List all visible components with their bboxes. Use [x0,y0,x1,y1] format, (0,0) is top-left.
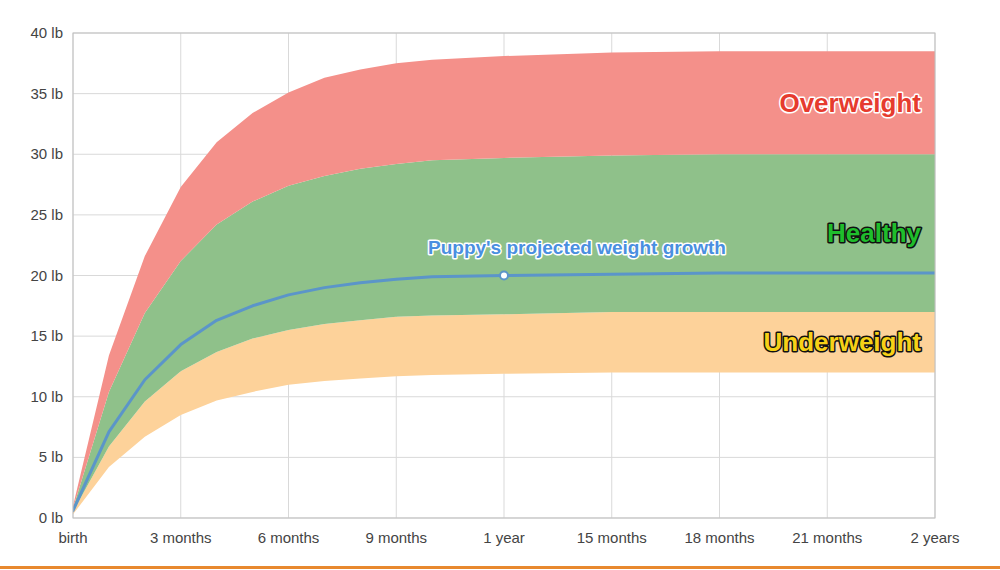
y-tick-labels: 0 lb 5 lb 10 lb 15 lb 20 lb 25 lb 30 lb 35 lb 40… [30,24,63,526]
band-label: Overweight [779,88,921,118]
y-tick-label: 15 lb [30,327,63,344]
y-tick-label: 30 lb [30,145,63,162]
projected-line [73,273,935,511]
band-label: Underweight [764,327,922,357]
x-tick-label: 9 months [365,529,427,546]
y-tick-label: 10 lb [30,388,63,405]
y-tick-label: 0 lb [39,509,63,526]
chart: 0 lb 5 lb 10 lb 15 lb 20 lb 25 lb 30 lb 35 lb 40… [0,0,1000,570]
x-tick-label: 21 months [792,529,862,546]
band-area [73,51,935,508]
y-tick-label: 20 lb [30,267,63,284]
x-tick-label: 2 years [910,529,959,546]
plot-background [73,33,935,518]
y-tick-label: 40 lb [30,24,63,41]
point [500,272,508,280]
grid [73,33,935,518]
band-labels: Underweight Healthy Overweight [764,88,922,357]
marks [73,51,935,514]
x-tick-label: 15 months [577,529,647,546]
y-tick-label: 35 lb [30,85,63,102]
y-tick-label: 5 lb [39,448,63,465]
x-tick-label: 3 months [150,529,212,546]
line-label: Puppy's projected weight growth [428,237,726,258]
y-tick-label: 25 lb [30,206,63,223]
x-tick-label: 18 months [684,529,754,546]
band-label: Healthy [827,218,921,248]
x-tick-label: 6 months [258,529,320,546]
bottom-strip [0,566,1000,569]
plot-frame [73,33,935,518]
x-tick-label: 1 year [483,529,525,546]
x-tick-label: birth [58,529,87,546]
x-tick-labels: birth 3 months 6 months 9 months 1 year 15 mo… [58,529,959,546]
